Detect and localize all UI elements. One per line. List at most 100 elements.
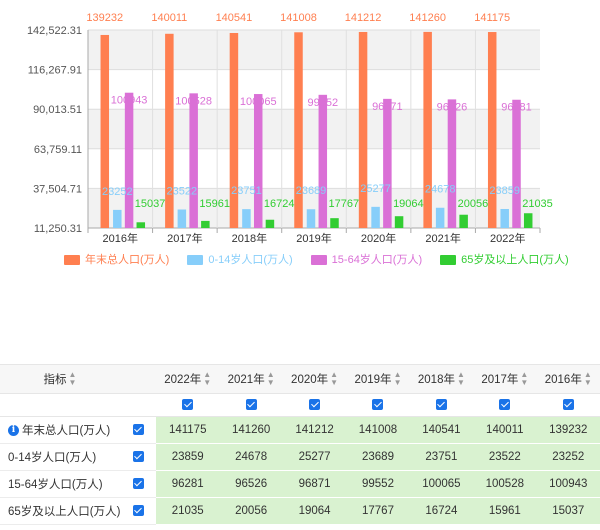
bar-1 [423, 31, 432, 229]
data-label-4: 15961 [199, 198, 230, 210]
sort-icon[interactable]: ▲ ▼ [68, 370, 77, 388]
bar-2 [306, 209, 316, 228]
data-label-3: 96871 [372, 101, 403, 113]
column-checkbox[interactable] [562, 399, 574, 411]
data-label-1: 140541 [216, 12, 253, 24]
column-checkbox[interactable] [182, 399, 194, 411]
sort-icon[interactable]: ▲ ▼ [266, 370, 275, 388]
bar-4 [330, 218, 339, 228]
table-cell: 23689 [346, 443, 410, 471]
row-checkbox[interactable] [132, 505, 144, 517]
x-tick-label: 2021年 [425, 231, 460, 245]
legend-label: 0-14岁人口(万人) [208, 254, 293, 266]
x-tick-label: 2019年 [296, 231, 331, 245]
x-tick-label: 2017年 [167, 231, 202, 245]
sort-icon[interactable]: ▲ ▼ [520, 370, 529, 388]
year-header-label: 2022年 [164, 373, 202, 386]
data-table: 指标 ▲ ▼ 2022年 ▲ ▼ 2021年 ▲ ▼ 2020年 ▲ ▼ 2019年 ▲ ▼ 2018年 ▲ ▼… [0, 364, 600, 525]
legend-swatch [187, 255, 204, 265]
table-cell: 100943 [536, 470, 600, 498]
data-label-3: 96281 [501, 102, 532, 114]
data-label-1: 139232 [86, 12, 123, 24]
bar-2 [371, 206, 380, 228]
column-checkbox[interactable] [309, 399, 321, 411]
year-column-header[interactable]: 2020年 ▲ ▼ [282, 364, 347, 394]
row-label: 0-14岁人口(万人) [8, 452, 97, 464]
data-label-2: 23751 [231, 185, 262, 197]
table-row: 65岁及以上人口(万人) 21035 20056 19064 17767 16724 159… [0, 497, 600, 525]
row-select-cell [120, 443, 156, 471]
table-cell: 100065 [409, 470, 474, 498]
table-cell: 23252 [536, 443, 600, 471]
data-label-3: 96526 [437, 101, 468, 113]
data-label-4: 21035 [522, 198, 553, 210]
sort-icon[interactable]: ▲ ▼ [456, 370, 465, 388]
data-label-4: 15037 [135, 198, 166, 210]
column-checkbox[interactable] [372, 399, 384, 411]
bar-3 [512, 99, 521, 228]
row-checkbox[interactable] [132, 424, 144, 436]
row-checkbox[interactable] [132, 478, 144, 490]
column-checkbox[interactable] [245, 399, 257, 411]
indicator-header[interactable]: 指标 ▲ ▼ [0, 364, 120, 394]
table-cell: 99552 [346, 470, 410, 498]
data-table-container: 指标 ▲ ▼ 2022年 ▲ ▼ 2021年 ▲ ▼ 2020年 ▲ ▼ 2019年 ▲ ▼ 2018年 ▲ ▼… [0, 364, 600, 525]
y-tick-label: 116,267.91 [28, 65, 82, 77]
table-cell: 96281 [156, 470, 220, 498]
table-cell: 23859 [156, 443, 220, 471]
column-checkbox[interactable] [499, 399, 511, 411]
data-label-2: 25277 [360, 183, 391, 195]
sort-icon[interactable]: ▲ ▼ [203, 370, 212, 388]
info-icon[interactable]: i [8, 425, 19, 437]
grid-band [88, 148, 540, 189]
legend-swatch [440, 255, 457, 265]
bar-3 [189, 93, 198, 229]
legend-item[interactable]: 65岁及以上人口(万人) [440, 254, 569, 266]
column-checkbox[interactable] [435, 399, 447, 411]
year-column-header[interactable]: 2022年 ▲ ▼ [156, 364, 220, 394]
x-tick-label: 2016年 [103, 231, 138, 245]
chart-canvas: 142,522.31 116,267.91 90,013.51 63,759.11 37… [27, 12, 553, 245]
row-indicator-cell: 65岁及以上人口(万人) [0, 497, 120, 525]
data-label-3: 100528 [175, 95, 212, 107]
data-label-3: 100943 [111, 95, 148, 107]
bar-3 [124, 92, 134, 228]
bar-2 [500, 208, 509, 228]
row-indicator-cell: 0-14岁人口(万人) [0, 443, 120, 471]
data-label-4: 16724 [264, 198, 295, 210]
chart-legend: 年末总人口(万人) 0-14岁人口(万人) 15-64岁人口(万人) 65岁及以上人口… [64, 254, 569, 266]
bar-1 [294, 32, 303, 229]
year-column-header[interactable]: 2017年 ▲ ▼ [473, 364, 537, 394]
row-indicator-cell: i 年末总人口(万人) [0, 416, 120, 444]
row-select-cell [120, 416, 156, 444]
table-cell: 139232 [536, 416, 600, 444]
table-cell: 96871 [282, 470, 347, 498]
sort-icon[interactable]: ▲ ▼ [583, 370, 592, 388]
row-checkbox[interactable] [132, 451, 144, 463]
x-tick-label: 2018年 [232, 231, 267, 245]
legend-item[interactable]: 年末总人口(万人) [64, 254, 169, 266]
year-header-label: 2021年 [227, 373, 265, 386]
y-tick-label: 90,013.51 [33, 104, 82, 116]
year-header-label: 2016年 [544, 373, 582, 386]
column-select-cell [282, 393, 347, 417]
year-column-header[interactable]: 2018年 ▲ ▼ [409, 364, 474, 394]
y-tick-label: 11,250.31 [34, 223, 82, 235]
column-select-cell [156, 393, 220, 417]
data-label-4: 17767 [329, 198, 360, 210]
table-cell: 141008 [346, 416, 410, 444]
year-column-header[interactable]: 2019年 ▲ ▼ [346, 364, 410, 394]
table-cell: 141260 [219, 416, 283, 444]
legend-item[interactable]: 15-64岁人口(万人) [310, 254, 422, 266]
bar-2 [242, 209, 251, 228]
bar-3 [447, 99, 457, 228]
legend-swatch [64, 255, 80, 265]
year-column-header[interactable]: 2016年 ▲ ▼ [536, 364, 600, 394]
year-column-header[interactable]: 2021年 ▲ ▼ [219, 364, 283, 394]
legend-item[interactable]: 0-14岁人口(万人) [187, 254, 293, 266]
sort-icon[interactable]: ▲ ▼ [330, 370, 339, 388]
table-cell: 140541 [409, 416, 474, 444]
table-cell: 21035 [156, 497, 220, 525]
sort-icon[interactable]: ▲ ▼ [393, 370, 402, 388]
y-tick-label: 37,504.71 [33, 183, 82, 195]
